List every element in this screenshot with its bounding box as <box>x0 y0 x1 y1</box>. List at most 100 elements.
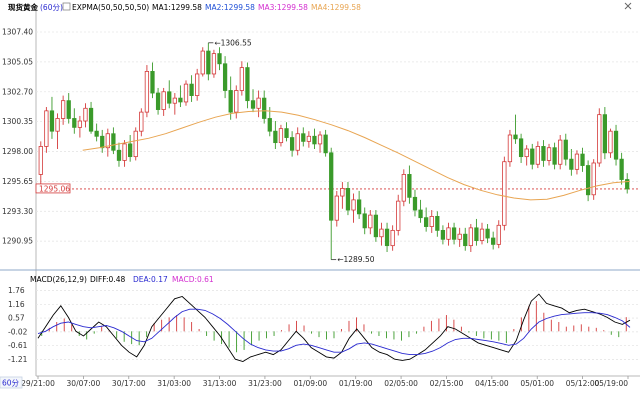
candle <box>524 145 529 166</box>
candle <box>334 190 339 227</box>
candle-body <box>401 174 406 202</box>
candle <box>625 173 630 194</box>
candlestick-series[interactable] <box>38 42 630 260</box>
candle-body <box>435 215 440 231</box>
candle-body <box>77 120 83 128</box>
ma2-value: MA2:1299.58 <box>205 3 255 12</box>
candle-body <box>329 152 334 221</box>
candle-body <box>563 139 568 160</box>
candle <box>195 68 200 101</box>
candle-body <box>580 153 585 166</box>
candle <box>368 210 373 235</box>
instrument-title: 现货黄金 <box>8 2 38 12</box>
candle <box>613 124 619 166</box>
candle <box>222 56 228 99</box>
candle-body <box>245 67 250 102</box>
candle-body <box>284 128 289 138</box>
candle <box>256 90 261 118</box>
candle <box>390 225 395 251</box>
candle-body <box>608 130 613 154</box>
candle-body <box>72 118 77 128</box>
macd-tick-label: 0.57 <box>8 314 25 323</box>
candle <box>580 147 585 172</box>
candle-body <box>541 146 546 161</box>
candle <box>144 65 150 118</box>
time-tick-label: 01/19:00 <box>339 379 373 388</box>
candle <box>150 62 155 99</box>
candle-body <box>150 71 155 94</box>
candle-body <box>351 199 356 211</box>
candle-body <box>424 217 429 227</box>
candle-body <box>384 228 390 247</box>
current-price-value: 1295.06 <box>39 184 70 193</box>
candle-body <box>602 114 607 154</box>
ma1-value: MA1:1299.58 <box>152 3 202 12</box>
candle <box>139 108 144 137</box>
candle <box>111 127 116 155</box>
candle <box>451 222 457 245</box>
candle <box>541 140 546 167</box>
price-y-axis: 1307.40 1305.05 1302.70 1300.35 1298.00 1295.… <box>2 27 33 245</box>
time-tick-label: 01/09:00 <box>293 379 327 388</box>
candle <box>250 89 256 113</box>
candle-body <box>183 83 189 103</box>
candle-body <box>440 229 446 240</box>
price-tick-label: 1305.05 <box>2 57 33 66</box>
candle <box>228 76 233 120</box>
price-annotations: ←1306.55 ←1289.50 <box>208 38 375 264</box>
candle <box>619 152 624 185</box>
candle <box>552 142 557 170</box>
candle <box>429 210 434 233</box>
period-button-label: 60分 <box>2 379 20 388</box>
candle <box>155 87 161 115</box>
candle <box>317 131 323 153</box>
candle-body <box>345 188 351 211</box>
candle <box>446 222 451 246</box>
candle-body <box>267 118 272 132</box>
settings-box-icon[interactable] <box>62 2 71 11</box>
candle-body <box>88 107 94 132</box>
candle-body <box>362 213 367 229</box>
candle-body <box>66 100 71 119</box>
time-tick-label: 05/19:00 <box>594 379 628 388</box>
time-tick-label: 29/21:00 <box>21 379 55 388</box>
candle <box>474 218 479 246</box>
low-label: ←1289.50 <box>337 255 375 264</box>
price-tick-label: 1300.35 <box>2 117 33 126</box>
candle-body <box>446 227 451 240</box>
candle <box>396 194 401 236</box>
candle-body <box>530 148 535 165</box>
candle <box>418 199 423 223</box>
candle <box>546 143 552 166</box>
high-label: ←1306.55 <box>214 38 252 47</box>
price-tick-label: 1290.95 <box>2 237 33 246</box>
candle-body <box>49 110 55 132</box>
candle-body <box>206 50 211 75</box>
period-button[interactable]: 60分 <box>0 376 23 389</box>
candle-body <box>83 107 88 122</box>
candle-body <box>368 214 373 229</box>
candle <box>189 75 194 102</box>
candle-body <box>597 114 602 164</box>
candle <box>384 222 390 253</box>
close-icon[interactable] <box>624 2 632 10</box>
candle <box>183 80 189 106</box>
price-tick-label: 1293.30 <box>2 207 33 216</box>
candle <box>323 129 328 157</box>
candle-body <box>429 215 434 227</box>
price-tick-label: 1295.65 <box>2 177 33 186</box>
candle <box>597 108 602 167</box>
candle <box>206 42 211 81</box>
candle-body <box>161 91 166 110</box>
candle <box>262 90 267 124</box>
candle-body <box>524 148 529 158</box>
candle <box>217 47 222 71</box>
candle <box>49 96 55 139</box>
candle <box>239 61 244 96</box>
ma4-value: MA4:1299.58 <box>311 3 361 12</box>
candle-body <box>289 137 295 151</box>
candle <box>44 107 49 153</box>
candle-body <box>38 146 43 175</box>
